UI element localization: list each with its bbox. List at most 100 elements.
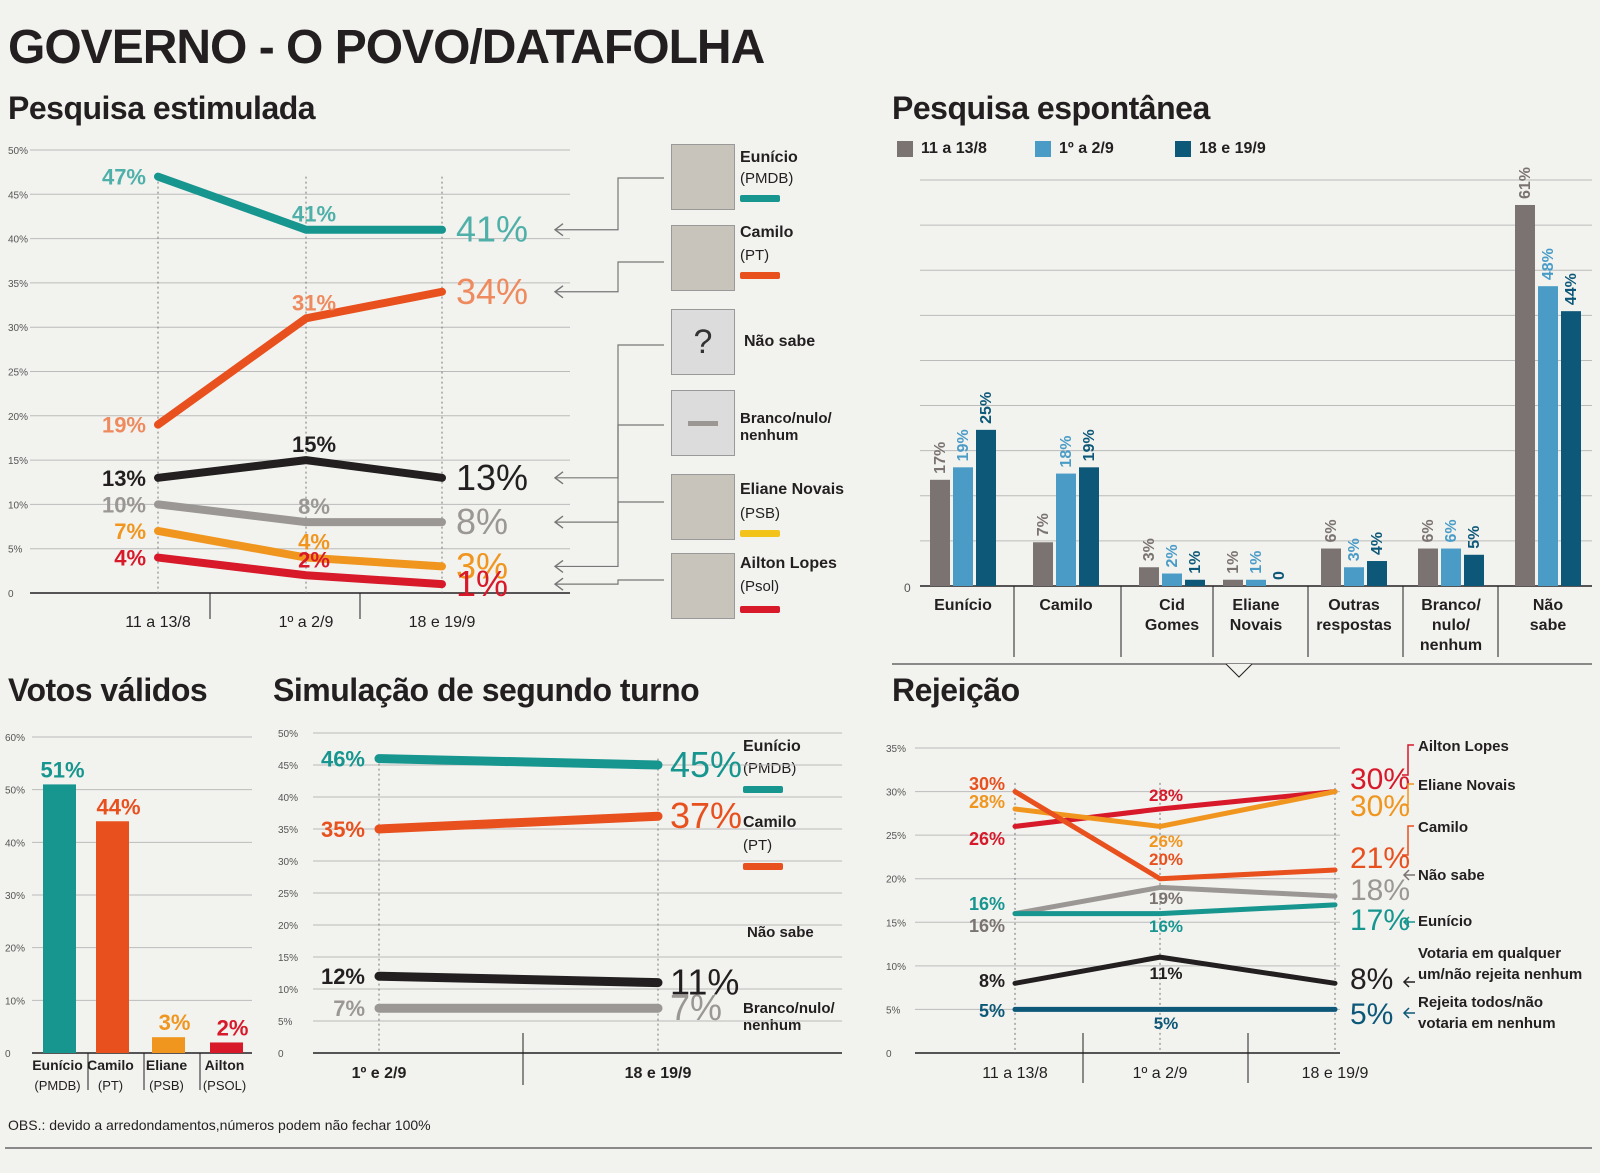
x-tick-label: 18 e 19/9 [625,1065,692,1082]
series-line-Camilo [154,287,446,429]
data-label: 45% [670,744,742,785]
tick-label: 10% [886,962,906,973]
section-title-espontanea: Pesquisa espontânea [892,90,1210,126]
category-label: sabe [1530,617,1567,634]
data-label: 3% [1141,538,1158,561]
candidate-name: Ailton Lopes [740,555,837,572]
data-label: 13% [102,466,146,491]
tick-label: 40% [5,838,25,849]
legend-swatch [743,786,783,793]
tick-label: 50% [8,146,28,157]
tick-label: 40% [8,235,28,246]
section-title-segundo: Simulação de segundo turno [273,672,700,708]
category-label: respostas [1316,617,1392,634]
legend-swatch [740,272,780,279]
tick-label: 15% [278,953,298,964]
bar-Cid Gomes [1162,573,1182,586]
data-label: 3% [1346,538,1363,561]
bar-Outras respostas [1321,548,1341,586]
candidate-name: Eliane Novais [740,481,845,498]
category-label: Outras [1328,597,1380,614]
data-label: 4% [298,530,330,555]
bar-Eunício [930,479,950,586]
data-label: 0 [1271,571,1288,580]
tick-label: 35% [8,279,28,290]
candidate-party: (Psol) [740,578,780,595]
series-name: Eliane Novais [1418,777,1516,794]
legend-swatch [740,195,780,202]
legend-swatch [743,863,783,870]
data-label: 4% [1369,532,1386,555]
photo-icon [671,553,735,619]
data-label: 20% [1149,850,1183,869]
category-party: (PSB) [149,1078,184,1093]
data-label: 12% [321,964,365,989]
data-label: 35% [321,817,365,842]
series-line-Camilo [374,811,663,834]
data-label: 1% [1248,551,1265,574]
tick-label: 60% [5,733,25,744]
footnote: OBS.: devido a arredondamentos,números p… [8,1117,431,1133]
data-label: 1% [1225,551,1242,574]
data-label: 25% [978,392,995,424]
series-name: um/não rejeita nenhum [1418,966,1582,983]
bar-Outras respostas [1367,561,1387,586]
category-label: Eliane [146,1057,187,1073]
data-label: 30% [1350,763,1410,796]
bar-Eliane Novais [1223,579,1243,586]
data-label: 26% [969,829,1005,849]
candidate-name: Camilo [740,224,794,241]
tick-label: 45% [8,190,28,201]
arrow-icon [1402,976,1410,988]
data-label: 10% [102,492,146,517]
tick-label: 10% [8,500,28,511]
data-label: 16% [1149,917,1183,936]
bar-Ailton [210,1042,243,1053]
data-label: 46% [321,747,365,772]
connector-line [555,501,664,568]
data-label: 2% [1164,544,1181,567]
tick-label: 45% [278,761,298,772]
data-label: 5% [1350,998,1393,1031]
tick-label: 25% [8,368,28,379]
data-label: 47% [102,165,146,190]
bar-Cid Gomes [1139,567,1159,586]
tick-label: 20% [886,875,906,886]
data-label: 7% [114,519,146,544]
data-label: 44% [1563,273,1580,305]
series-name: Rejeita todos/não [1418,994,1543,1011]
category-party: (PT) [98,1078,123,1093]
data-label: 19% [1081,429,1098,461]
arrow-icon [1402,783,1414,806]
data-label: 17% [932,442,949,474]
data-label: 2% [298,547,330,572]
data-label: 41% [456,209,528,250]
connector-line [555,177,664,231]
legend-item: 1º a 2/9 [1035,140,1114,158]
photo-icon [671,225,735,291]
candidate-name: Não sabe [744,333,816,350]
data-label: 8% [456,501,508,542]
tick-label: 20% [5,944,25,955]
tick-label: 10% [278,985,298,996]
data-label: 30% [1350,790,1410,823]
bar-Não sabe [1515,204,1535,586]
candidate-party: (PT) [743,837,773,854]
chevron-down-icon [1225,663,1253,678]
data-label: 48% [1540,248,1557,280]
tick-label: 5% [886,1005,901,1016]
candidate-name: Camilo [743,814,797,831]
legend-swatch [740,606,780,613]
bar-Eliane Novais [1246,579,1266,586]
series-line-Camilo [1012,789,1338,882]
tick-label: 5% [278,1017,293,1028]
data-label: 8% [1350,963,1393,996]
bar-Branco/ nulo/ nenhum [1464,554,1484,586]
data-label: 61% [1517,167,1534,199]
category-label: Novais [1230,617,1283,634]
data-label: 34% [456,271,528,312]
series-name: Eunício [1418,913,1472,930]
data-label: 31% [292,290,336,315]
category-label: Eunício [934,597,992,614]
